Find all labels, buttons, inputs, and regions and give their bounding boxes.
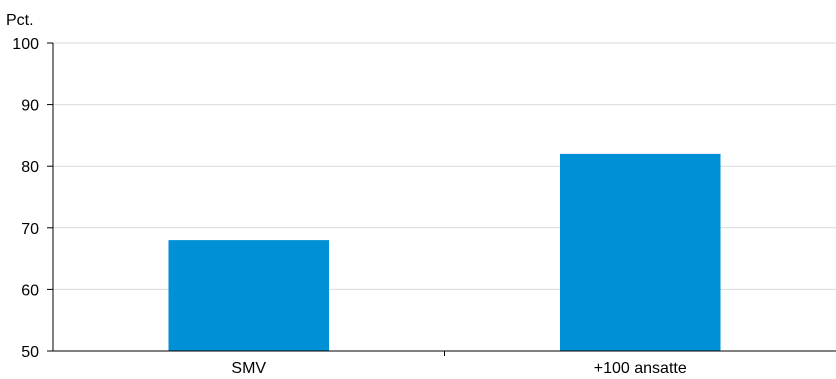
y-tick-label: 80 — [21, 159, 39, 176]
bar-100-ansatte — [559, 153, 721, 351]
axes — [52, 43, 836, 356]
bars — [168, 153, 721, 351]
x-axis-labels: SMV +100 ansatte — [231, 360, 686, 377]
bar-smv — [168, 240, 330, 351]
y-tick-label: 60 — [21, 282, 39, 299]
y-tick-label: 70 — [21, 221, 39, 238]
y-axis-unit-label: Pct. — [6, 12, 34, 29]
y-tick-label: 100 — [12, 36, 39, 53]
y-tick-label: 90 — [21, 98, 39, 115]
x-tick-label: SMV — [231, 360, 266, 377]
y-tick-label: 50 — [21, 344, 39, 361]
x-tick-label: +100 ansatte — [594, 360, 687, 377]
y-axis-ticks: 50 60 70 80 90 100 — [12, 36, 53, 361]
